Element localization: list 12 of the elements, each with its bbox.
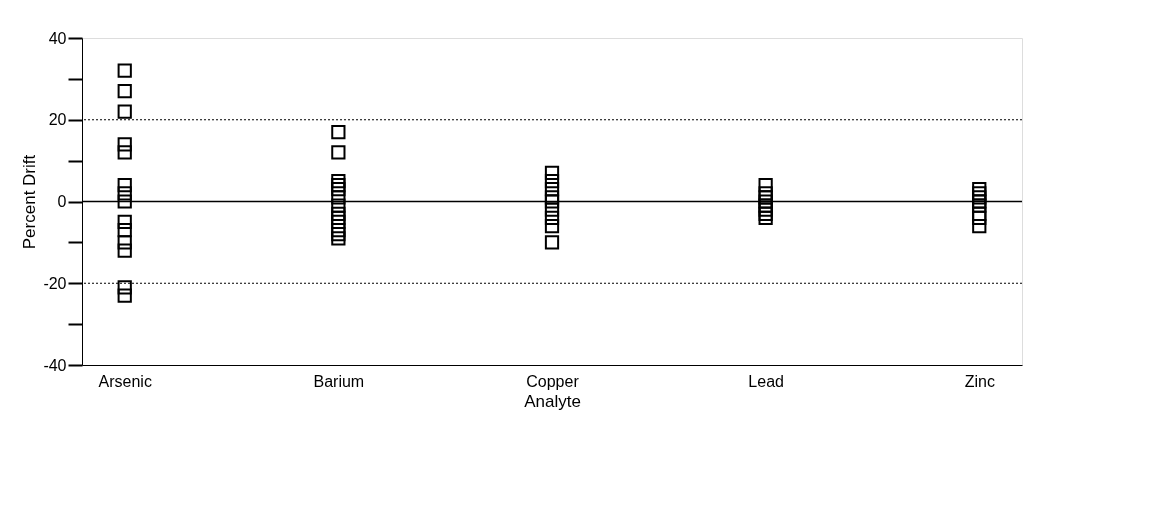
y-tick-label: 0 <box>57 193 67 210</box>
x-tick-label: Arsenic <box>98 372 152 390</box>
y-tick-label: -20 <box>43 274 67 292</box>
x-tick-label: Zinc <box>964 372 995 390</box>
x-axis-title: Analyte <box>524 391 581 411</box>
y-tick-label: 20 <box>48 111 67 129</box>
x-tick-label: Lead <box>748 372 784 390</box>
y-tick-label: -40 <box>43 356 67 374</box>
y-tick-label: 40 <box>48 29 67 47</box>
x-tick-label: Copper <box>526 372 580 390</box>
y-axis-title: Percent Drift <box>20 154 40 250</box>
x-tick-label: Barium <box>313 372 365 390</box>
